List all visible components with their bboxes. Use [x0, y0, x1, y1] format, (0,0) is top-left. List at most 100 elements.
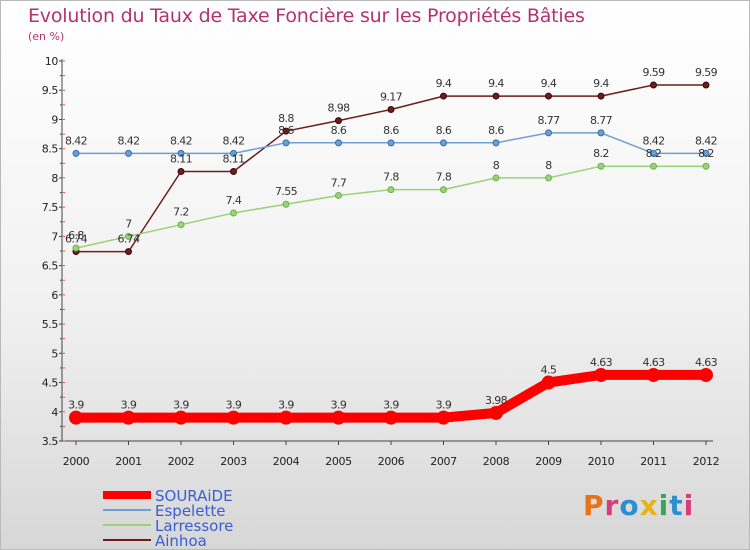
logo-letter: x [639, 489, 659, 522]
data-point [440, 139, 447, 147]
data-label: 8.42 [65, 134, 87, 147]
data-label: 9.17 [380, 91, 403, 104]
data-point [174, 410, 188, 425]
data-label: 8.42 [222, 134, 244, 147]
y-tick-label: 6.5 [42, 260, 59, 273]
data-label: 4.5 [541, 364, 557, 377]
y-tick-label: 5.5 [42, 318, 59, 331]
logo-letter: o [619, 489, 640, 522]
data-label: 8.6 [278, 124, 294, 137]
data-point [177, 221, 185, 229]
data-label: 3.98 [485, 394, 508, 407]
data-label: 8.42 [170, 134, 192, 147]
data-point [597, 129, 605, 137]
data-point [125, 248, 132, 256]
y-tick-label: 4 [51, 406, 58, 419]
proxiti-logo: Proxiti [583, 489, 694, 522]
data-point [440, 186, 447, 194]
data-label: 8 [493, 159, 500, 172]
data-point [331, 410, 346, 425]
data-point [230, 149, 237, 157]
logo-letter: i [658, 489, 670, 522]
data-point [177, 167, 185, 175]
data-label: 8.8 [278, 112, 294, 125]
data-point [594, 367, 608, 382]
data-point [436, 410, 451, 425]
data-label: 8.42 [695, 134, 717, 147]
data-label: 6.74 [65, 233, 88, 246]
data-point [121, 410, 136, 425]
data-point [646, 367, 661, 382]
data-label: 9.4 [541, 77, 557, 90]
data-label: 7.55 [275, 185, 298, 198]
data-point [387, 139, 395, 147]
data-point [230, 209, 237, 217]
y-tick-label: 3.5 [42, 435, 59, 448]
data-label: 3.9 [436, 399, 452, 412]
data-label: 7.7 [331, 176, 347, 189]
data-label: 3.9 [278, 399, 294, 412]
data-point [125, 149, 132, 157]
y-tick-label: 5 [51, 347, 58, 360]
data-label: 9.59 [642, 66, 665, 79]
data-point [699, 367, 713, 382]
y-tick-label: 6 [51, 289, 58, 302]
data-point [597, 162, 605, 170]
data-label: 4.63 [590, 356, 613, 369]
data-point [125, 232, 132, 240]
x-tick-label: 2004 [273, 455, 300, 468]
y-tick-label: 8 [51, 172, 58, 185]
data-point [492, 92, 500, 100]
data-point [702, 162, 710, 170]
chart-title: Evolution du Taux de Taxe Foncière sur l… [28, 5, 585, 27]
data-label: 3.9 [173, 399, 189, 412]
data-point [387, 106, 395, 114]
data-point [226, 410, 241, 425]
data-label: 3.9 [121, 399, 137, 412]
data-point [650, 149, 657, 157]
data-point [545, 129, 552, 137]
y-tick-label: 7.5 [42, 201, 59, 214]
data-label: 8.11 [170, 152, 192, 165]
y-tick-label: 7 [51, 230, 58, 243]
data-point [230, 167, 237, 175]
data-point [282, 127, 290, 135]
logo-letter: t [669, 489, 684, 522]
y-tick-label: 9 [51, 113, 58, 126]
data-label: 3.9 [226, 399, 242, 412]
logo-letter: r [604, 489, 620, 522]
data-label: 8.77 [537, 114, 560, 127]
data-point [279, 410, 293, 425]
data-point [282, 139, 290, 147]
data-label: 7.8 [436, 171, 452, 184]
data-point [702, 81, 710, 89]
data-point [335, 117, 342, 125]
data-point [541, 375, 556, 390]
data-point [492, 174, 500, 182]
x-tick-label: 2002 [168, 455, 194, 468]
data-label: 4.63 [642, 356, 665, 369]
x-tick-label: 2001 [115, 455, 141, 468]
data-point [545, 174, 552, 182]
x-tick-label: 2009 [535, 455, 562, 468]
data-label: 9.4 [593, 77, 609, 90]
x-tick-label: 2008 [483, 455, 510, 468]
data-label: 8 [545, 159, 552, 172]
data-label: 8.6 [488, 124, 504, 137]
data-label: 8.98 [327, 102, 350, 115]
data-point [335, 139, 342, 147]
x-tick-label: 2006 [378, 455, 405, 468]
data-label: 9.4 [436, 77, 452, 90]
data-label: 8.2 [593, 147, 609, 160]
data-label: 3.9 [383, 399, 399, 412]
legend-label-larressore: Larressore [155, 517, 233, 535]
data-point [597, 92, 605, 100]
data-point [387, 186, 395, 194]
data-label: 8.2 [698, 147, 714, 160]
x-tick-label: 2007 [430, 455, 457, 468]
data-label: 8.2 [646, 147, 662, 160]
data-label: 8.42 [642, 134, 664, 147]
data-point [177, 149, 185, 157]
y-tick-label: 10 [45, 55, 59, 68]
